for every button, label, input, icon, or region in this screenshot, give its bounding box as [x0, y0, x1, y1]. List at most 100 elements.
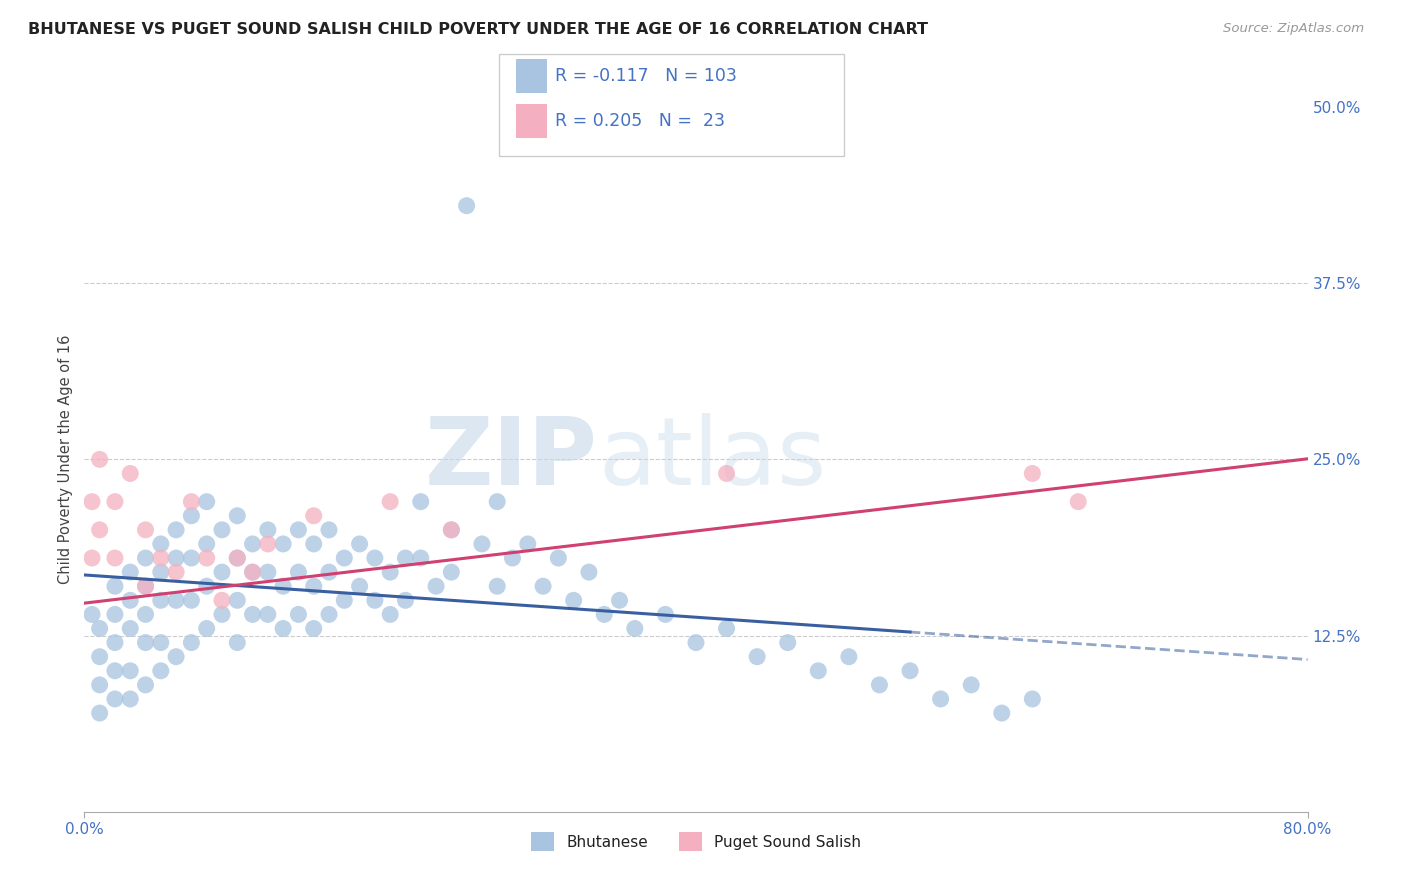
Point [211, 523, 233, 537]
Point [333, 551, 356, 566]
Point [869, 678, 891, 692]
Point [120, 622, 142, 636]
Point [165, 649, 187, 664]
Point [135, 635, 157, 649]
Point [104, 494, 127, 508]
Point [593, 607, 616, 622]
Point [333, 593, 356, 607]
Point [135, 579, 157, 593]
Point [287, 523, 309, 537]
Point [120, 565, 142, 579]
Point [80, 551, 103, 566]
Point [195, 551, 218, 566]
Point [89, 622, 111, 636]
Point [104, 692, 127, 706]
Point [516, 537, 538, 551]
Point [776, 635, 799, 649]
Point [104, 579, 127, 593]
Point [838, 649, 860, 664]
Point [409, 551, 432, 566]
Point [89, 649, 111, 664]
Point [257, 537, 280, 551]
Point [302, 537, 325, 551]
Point [364, 551, 387, 566]
Point [89, 706, 111, 720]
Point [502, 551, 524, 566]
Point [211, 565, 233, 579]
Point [578, 565, 600, 579]
Point [226, 551, 249, 566]
Point [120, 664, 142, 678]
Point [716, 622, 738, 636]
Point [960, 678, 983, 692]
Point [80, 494, 103, 508]
Point [318, 607, 340, 622]
Point [195, 579, 218, 593]
Text: Source: ZipAtlas.com: Source: ZipAtlas.com [1223, 22, 1364, 36]
Point [104, 551, 127, 566]
Point [302, 622, 325, 636]
Point [685, 635, 707, 649]
Point [257, 523, 280, 537]
Point [149, 593, 172, 607]
Point [226, 551, 249, 566]
Point [165, 565, 187, 579]
Point [929, 692, 952, 706]
Point [1067, 494, 1090, 508]
Point [609, 593, 631, 607]
Point [149, 537, 172, 551]
Point [380, 565, 402, 579]
Point [180, 508, 202, 523]
Point [135, 551, 157, 566]
Point [394, 551, 416, 566]
Point [149, 664, 172, 678]
Point [135, 523, 157, 537]
Point [135, 607, 157, 622]
Point [180, 494, 202, 508]
Text: R = -0.117   N = 103: R = -0.117 N = 103 [555, 67, 737, 85]
Point [440, 565, 463, 579]
Point [104, 635, 127, 649]
Point [195, 537, 218, 551]
Point [349, 537, 371, 551]
Point [471, 537, 494, 551]
Point [149, 551, 172, 566]
Point [349, 579, 371, 593]
Point [1021, 692, 1043, 706]
Point [486, 494, 509, 508]
Text: R = 0.205   N =  23: R = 0.205 N = 23 [555, 112, 725, 129]
Text: BHUTANESE VS PUGET SOUND SALISH CHILD POVERTY UNDER THE AGE OF 16 CORRELATION CH: BHUTANESE VS PUGET SOUND SALISH CHILD PO… [28, 22, 928, 37]
Point [80, 607, 103, 622]
Point [271, 537, 294, 551]
Point [287, 607, 309, 622]
Point [807, 664, 830, 678]
Point [364, 593, 387, 607]
Point [165, 593, 187, 607]
Point [547, 551, 569, 566]
Legend: Bhutanese, Puget Sound Salish: Bhutanese, Puget Sound Salish [524, 826, 868, 857]
Point [165, 551, 187, 566]
Point [380, 494, 402, 508]
Point [394, 593, 416, 607]
Point [1021, 467, 1043, 481]
Point [120, 593, 142, 607]
Point [302, 508, 325, 523]
Point [257, 565, 280, 579]
Point [242, 565, 264, 579]
Point [104, 664, 127, 678]
Point [89, 678, 111, 692]
Point [226, 508, 249, 523]
Point [195, 494, 218, 508]
Point [318, 565, 340, 579]
Point [149, 635, 172, 649]
Text: ZIP: ZIP [425, 413, 598, 506]
Text: atlas: atlas [598, 413, 827, 506]
Point [211, 593, 233, 607]
Point [456, 199, 478, 213]
Point [242, 607, 264, 622]
Point [747, 649, 769, 664]
Point [211, 607, 233, 622]
Point [562, 593, 585, 607]
Point [380, 607, 402, 622]
Point [104, 607, 127, 622]
